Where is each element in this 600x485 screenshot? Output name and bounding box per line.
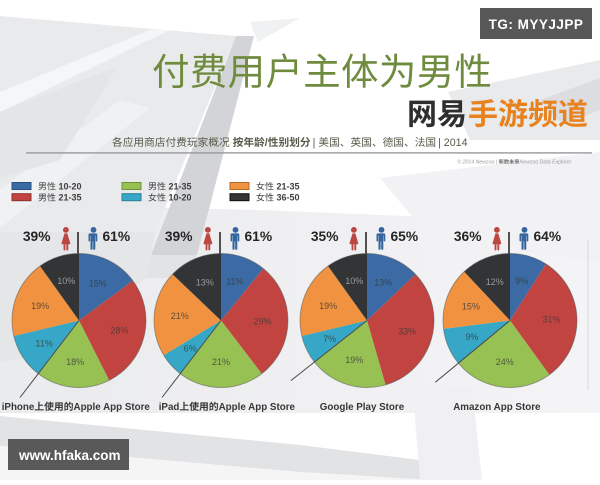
svg-text:19%: 19% bbox=[319, 301, 337, 311]
svg-text:© 2014 Newzoo |: © 2014 Newzoo | bbox=[457, 159, 497, 166]
svg-text:Apple App Store: Apple App Store bbox=[74, 402, 151, 413]
svg-text:/: / bbox=[265, 137, 268, 149]
svg-text:35%: 35% bbox=[311, 229, 339, 244]
svg-text:61%: 61% bbox=[245, 229, 273, 244]
svg-text:21-35: 21-35 bbox=[59, 193, 82, 203]
svg-text:21-35: 21-35 bbox=[277, 182, 300, 192]
svg-text:Amazon App Store: Amazon App Store bbox=[453, 402, 541, 413]
svg-text:15%: 15% bbox=[89, 279, 107, 289]
svg-text:6%: 6% bbox=[184, 343, 197, 353]
svg-text:10-20: 10-20 bbox=[59, 182, 82, 192]
svg-text:21-35: 21-35 bbox=[169, 182, 192, 192]
svg-text:www.hfaka.com: www.hfaka.com bbox=[18, 448, 121, 463]
svg-text:10%: 10% bbox=[57, 276, 75, 286]
svg-text:|: | bbox=[313, 137, 316, 149]
svg-text:64%: 64% bbox=[534, 229, 562, 244]
svg-text:9%: 9% bbox=[515, 276, 528, 286]
svg-text:19%: 19% bbox=[31, 301, 49, 311]
svg-text:7%: 7% bbox=[323, 334, 336, 344]
svg-text:18%: 18% bbox=[66, 357, 84, 367]
svg-text:11%: 11% bbox=[226, 277, 243, 287]
svg-text:TG: MYYJJPP: TG: MYYJJPP bbox=[489, 17, 584, 32]
svg-text:Apple App Store: Apple App Store bbox=[219, 402, 296, 413]
svg-text:19%: 19% bbox=[345, 355, 363, 365]
svg-text:36%: 36% bbox=[454, 229, 482, 244]
svg-text:iPad: iPad bbox=[159, 402, 180, 413]
svg-text:2014: 2014 bbox=[444, 137, 468, 149]
svg-text:|: | bbox=[438, 137, 441, 149]
svg-text:33%: 33% bbox=[398, 327, 416, 337]
svg-text:Newzoo Data Explorer: Newzoo Data Explorer bbox=[520, 160, 572, 166]
svg-text:39%: 39% bbox=[165, 229, 193, 244]
svg-text:39%: 39% bbox=[23, 229, 51, 244]
svg-text:31%: 31% bbox=[542, 314, 560, 324]
svg-text:24%: 24% bbox=[496, 357, 514, 367]
svg-text:12%: 12% bbox=[486, 277, 504, 287]
svg-text:iPhone: iPhone bbox=[2, 402, 35, 413]
svg-text:15%: 15% bbox=[462, 302, 480, 312]
svg-text:13%: 13% bbox=[374, 278, 392, 288]
svg-text:9%: 9% bbox=[465, 332, 478, 342]
svg-text:11%: 11% bbox=[35, 338, 52, 348]
svg-text:13%: 13% bbox=[196, 278, 214, 288]
svg-text:21%: 21% bbox=[171, 311, 189, 321]
svg-text:10%: 10% bbox=[345, 276, 363, 286]
svg-text:61%: 61% bbox=[103, 229, 131, 244]
svg-text:29%: 29% bbox=[253, 316, 271, 326]
svg-text:21%: 21% bbox=[212, 357, 230, 367]
svg-text:Google Play Store: Google Play Store bbox=[320, 402, 405, 413]
svg-text:65%: 65% bbox=[391, 229, 419, 244]
svg-text:28%: 28% bbox=[110, 325, 128, 335]
svg-text:36-50: 36-50 bbox=[277, 193, 300, 203]
svg-text:10-20: 10-20 bbox=[169, 193, 192, 203]
